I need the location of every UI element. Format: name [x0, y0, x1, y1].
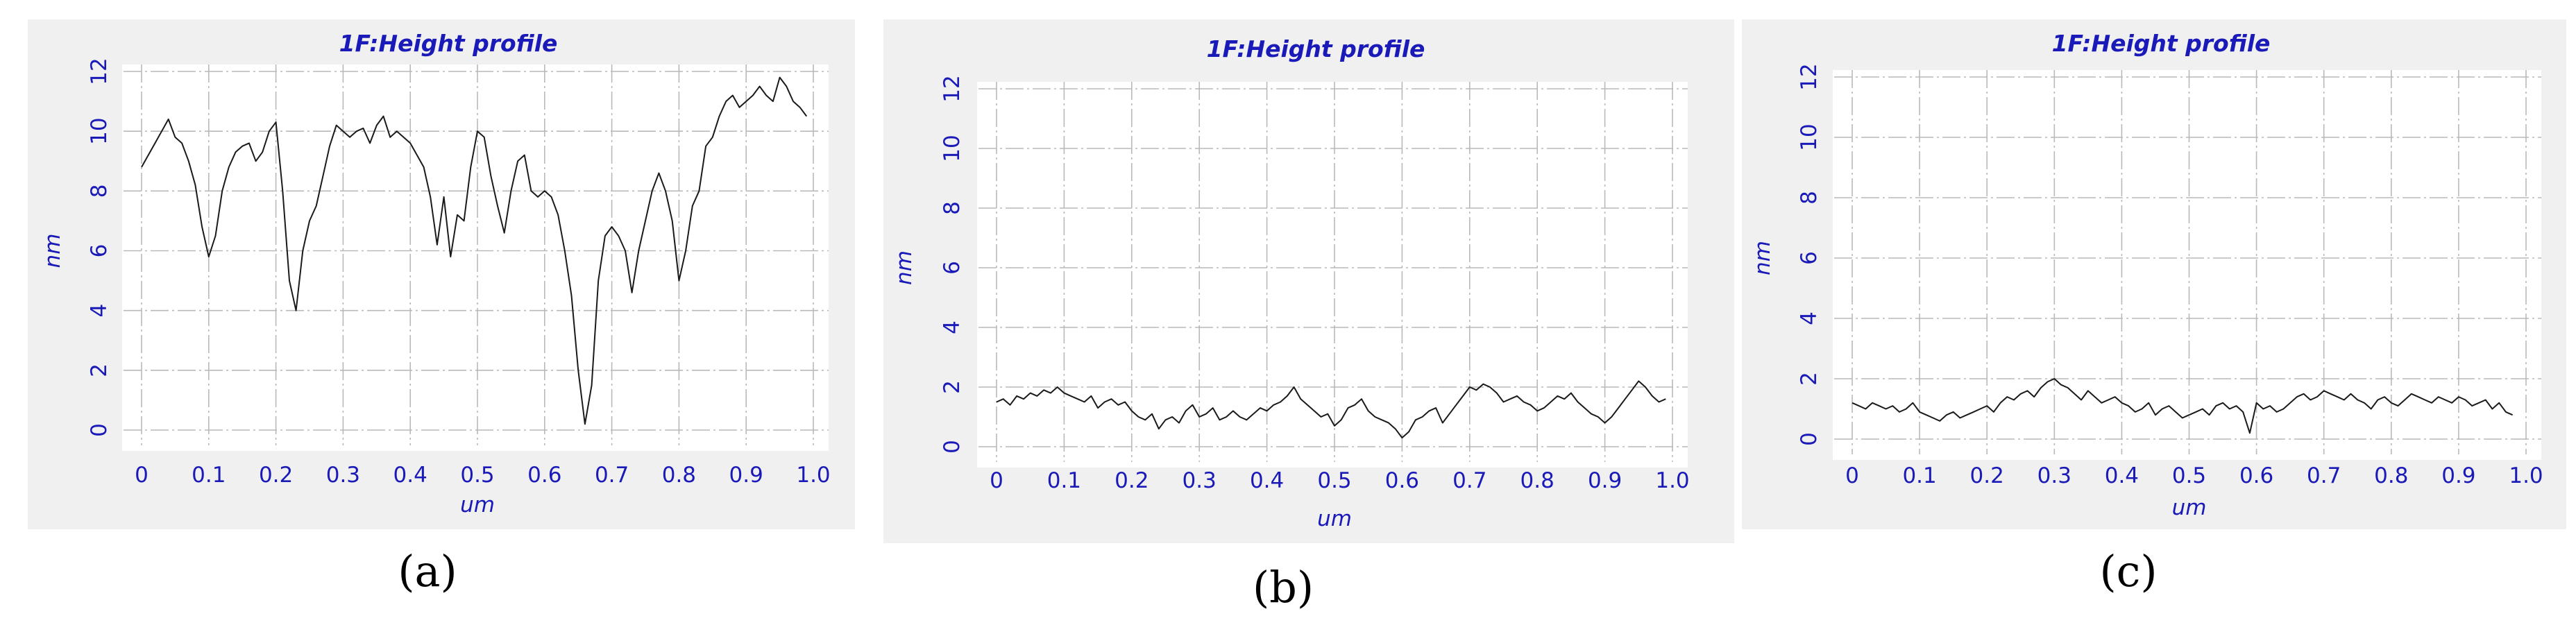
x-tick-label: 1.0: [1655, 468, 1689, 493]
y-tick-label: 8: [940, 201, 965, 215]
x-tick-label: 0.2: [1970, 463, 2004, 488]
y-axis-label: nm: [892, 250, 917, 285]
panel-caption: (a): [398, 546, 457, 597]
panel-caption: (c): [2099, 546, 2157, 597]
x-tick-label: 0.6: [527, 463, 561, 488]
y-tick-label: 2: [1797, 372, 1822, 386]
y-tick-label: 4: [940, 320, 965, 334]
y-tick-label: 2: [87, 363, 112, 377]
x-axis-label: um: [1317, 506, 1352, 531]
x-tick-label: 0.1: [1047, 468, 1081, 493]
y-tick-label: 8: [1797, 191, 1822, 205]
chart-panel: 1F:Height profile 0 0.1 0.2 0.3 0.4 0.5 0.6 0.7 0…: [883, 19, 1734, 612]
x-tick-label: 0.4: [1250, 468, 1284, 493]
x-tick-label: 0.5: [2172, 463, 2206, 488]
x-tick-label: 1.0: [2509, 463, 2543, 488]
x-tick-label: 0: [1845, 463, 1859, 488]
y-axis-label: nm: [1750, 241, 1775, 275]
panel-caption: (b): [1253, 562, 1314, 612]
y-tick-label: 0: [87, 423, 112, 437]
chart-panel: 1F:Height profile 0 0.1 0.2 0.3 0.4 0.5 0.6 0.7 0…: [1742, 19, 2566, 597]
x-tick-label: 0.7: [595, 463, 629, 488]
x-tick-label: 0.7: [2307, 463, 2341, 488]
y-tick-label: 6: [1797, 251, 1822, 265]
x-tick-label: 0.4: [393, 463, 427, 488]
y-tick-label: 2: [940, 380, 965, 394]
x-tick-label: 0.3: [326, 463, 360, 488]
x-tick-label: 0.2: [1115, 468, 1149, 493]
x-tick-label: 0.2: [259, 463, 293, 488]
x-tick-label: 0.4: [2105, 463, 2139, 488]
x-tick-label: 0.7: [1452, 468, 1486, 493]
height-profile-line: [996, 380, 1666, 439]
plot-area: [122, 65, 829, 451]
y-tick-label: 8: [87, 184, 112, 198]
y-tick-label: 12: [940, 75, 965, 102]
chart-title: 1F:Height profile: [2052, 30, 2271, 57]
height-profile-line: [141, 76, 808, 425]
x-tick-label: 1.0: [796, 463, 830, 488]
x-tick-label: 0: [990, 468, 1003, 493]
y-tick-label: 10: [940, 135, 965, 162]
y-axis-label: nm: [40, 234, 65, 268]
y-tick-label: 0: [1797, 432, 1822, 446]
x-tick-label: 0.3: [2037, 463, 2071, 488]
x-tick-label: 0.9: [2441, 463, 2475, 488]
plot-area: [977, 82, 1688, 468]
x-tick-label: 0.1: [192, 463, 226, 488]
y-tick-label: 0: [940, 440, 965, 454]
plot-area: [1833, 70, 2541, 460]
x-tick-label: 0.1: [1902, 463, 1936, 488]
y-tick-label: 6: [940, 261, 965, 275]
height-profile-line: [1852, 378, 2514, 434]
y-tick-label: 4: [1797, 311, 1822, 325]
y-tick-label: 10: [87, 117, 112, 144]
y-tick-label: 4: [87, 304, 112, 318]
x-tick-label: 0.9: [1588, 468, 1622, 493]
x-tick-label: 0.3: [1183, 468, 1217, 493]
x-tick-label: 0.5: [460, 463, 494, 488]
x-tick-label: 0.5: [1317, 468, 1351, 493]
y-tick-label: 12: [1797, 63, 1822, 90]
y-tick-label: 12: [87, 58, 112, 85]
x-tick-label: 0.8: [662, 463, 696, 488]
x-tick-label: 0.8: [1520, 468, 1554, 493]
chart-panel: 1F:Height profile 0 0.1 0.2 0.3 0.4 0.5 0.6 0.7 0…: [28, 19, 855, 597]
y-tick-label: 6: [87, 244, 112, 258]
x-tick-label: 0: [135, 463, 149, 488]
x-axis-label: um: [460, 492, 495, 517]
x-tick-label: 0.9: [729, 463, 763, 488]
x-tick-label: 0.6: [2239, 463, 2273, 488]
chart-title: 1F:Height profile: [339, 30, 558, 57]
x-tick-label: 0.8: [2374, 463, 2408, 488]
x-axis-label: um: [2172, 495, 2207, 520]
x-tick-label: 0.6: [1385, 468, 1419, 493]
chart-title: 1F:Height profile: [1207, 35, 1425, 62]
y-tick-label: 10: [1797, 123, 1822, 151]
